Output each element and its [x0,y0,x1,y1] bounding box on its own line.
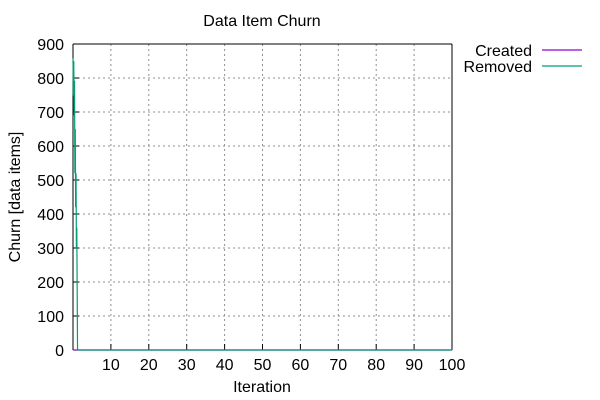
x-axis-label: Iteration [233,379,291,396]
x-tick-label-70: 70 [329,357,347,374]
x-tick-label-40: 40 [216,357,234,374]
y-tick-label-900: 900 [37,37,64,54]
y-tick-label-700: 700 [37,105,64,122]
chart-title: Data Item Churn [203,13,320,30]
axes-layer: 10 20 30 40 50 60 70 80 90 100 0 100 200 300 400 500 600… [37,37,465,374]
y-axis-label: Churn [data items] [7,132,24,263]
legend-label-created: Created [475,43,532,60]
x-tick-label-30: 30 [178,357,196,374]
x-tick-label-80: 80 [367,357,385,374]
y-tick-label-300: 300 [37,241,64,258]
x-tick-label-100: 100 [439,357,466,374]
y-tick-label-0: 0 [55,343,64,360]
y-tick-label-500: 500 [37,173,64,190]
x-tick-label-90: 90 [405,357,423,374]
x-tick-label-50: 50 [254,357,272,374]
x-tick-label-60: 60 [292,357,310,374]
y-tick-label-100: 100 [37,309,64,326]
grid-layer [73,44,452,350]
y-tick-label-600: 600 [37,139,64,156]
y-tick-label-800: 800 [37,71,64,88]
legend-label-removed: Removed [464,59,532,76]
y-tick-label-400: 400 [37,207,64,224]
x-tick-label-10: 10 [102,357,120,374]
y-tick-label-200: 200 [37,275,64,292]
x-tick-label-20: 20 [140,357,158,374]
